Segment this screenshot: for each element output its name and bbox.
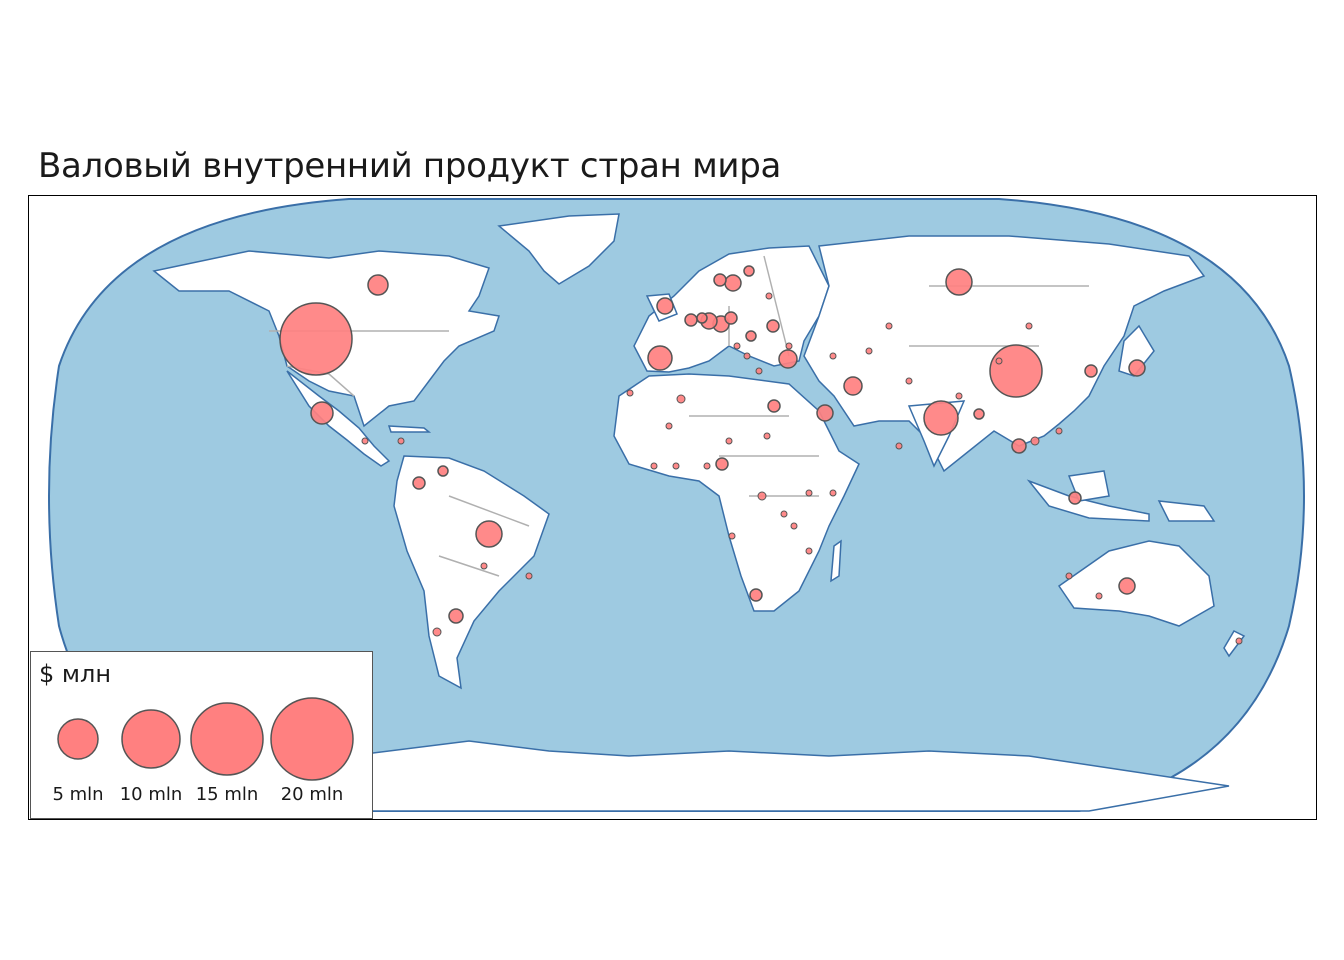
gdp-bubble [767, 399, 781, 413]
gdp-bubble [1235, 637, 1243, 645]
gdp-bubble [1118, 577, 1136, 595]
gdp-bubble [684, 313, 698, 327]
gdp-bubble [1030, 436, 1040, 446]
gdp-bubble [665, 422, 673, 430]
gdp-bubble [743, 352, 751, 360]
gdp-bubble [785, 342, 793, 350]
gdp-bubble [816, 404, 834, 422]
legend-label-15: 15 mln [195, 784, 259, 805]
gdp-bubble [713, 273, 727, 287]
gdp-bubble [647, 345, 673, 371]
gdp-bubble [766, 319, 780, 333]
gdp-bubble [733, 342, 741, 350]
land-caribbean [387, 425, 432, 433]
gdp-bubble [765, 292, 773, 300]
gdp-bubble [778, 349, 798, 369]
gdp-bubble [626, 389, 634, 397]
land-madagascar [830, 539, 842, 583]
gdp-bubble [763, 432, 771, 440]
gdp-bubble [923, 400, 959, 436]
legend-bubble-15 [190, 702, 264, 776]
land-europe [633, 245, 830, 373]
gdp-bubble [672, 462, 680, 470]
gdp-bubble [755, 367, 763, 375]
gdp-bubble [724, 274, 742, 292]
gdp-bubble [805, 547, 813, 555]
land-africa [613, 373, 860, 612]
gdp-bubble [843, 376, 863, 396]
gdp-bubble [829, 352, 837, 360]
land-antarctica [88, 740, 1230, 812]
land-masses [88, 213, 1246, 812]
gdp-bubble [475, 520, 503, 548]
map-title: Валовый внутренний продукт стран мира [38, 146, 782, 186]
gdp-bubble [1065, 572, 1073, 580]
gdp-bubble [480, 562, 488, 570]
legend-title: $ млн [39, 660, 112, 688]
gdp-bubble [1068, 491, 1082, 505]
gdp-bubble [1011, 438, 1027, 454]
gdp-bubble [945, 268, 973, 296]
gdp-bubble [757, 491, 767, 501]
land-new-guinea [1157, 500, 1216, 522]
gdp-bubble [397, 437, 405, 445]
gdp-bubble [650, 462, 658, 470]
gdp-bubble [955, 392, 963, 400]
gdp-bubble [412, 476, 426, 490]
gdp-bubble [1095, 592, 1103, 600]
gdp-bubble [676, 394, 686, 404]
gdp-bubble [780, 510, 788, 518]
gdp-bubble [829, 489, 837, 497]
gdp-bubble [310, 401, 334, 425]
gdp-bubble [743, 265, 755, 277]
legend-label-5: 5 mln [52, 784, 104, 805]
gdp-bubble [432, 627, 442, 637]
legend-label-10: 10 mln [119, 784, 183, 805]
gdp-bubble [361, 437, 369, 445]
gdp-bubble [805, 489, 813, 497]
gdp-bubble [749, 588, 763, 602]
legend-box: $ млн 5 mln 10 mln 15 mln 20 mln [30, 651, 373, 819]
land-south-america [393, 455, 550, 690]
gdp-bubble [525, 572, 533, 580]
gdp-bubble [728, 532, 736, 540]
gdp-bubble [448, 608, 464, 624]
land-new-zealand [1223, 630, 1246, 658]
legend-bubble-5 [57, 718, 99, 760]
gdp-bubble [989, 344, 1043, 398]
land-greenland [497, 213, 620, 285]
legend-symbols [57, 697, 354, 781]
gdp-bubble [1084, 364, 1098, 378]
gdp-bubble [437, 465, 449, 477]
gdp-bubble [895, 442, 903, 450]
gdp-bubble [703, 462, 711, 470]
gdp-bubble [885, 322, 893, 330]
gdp-bubble [656, 297, 674, 315]
gdp-bubbles [279, 265, 1243, 645]
gdp-bubble [1055, 427, 1063, 435]
gdp-bubble [905, 377, 913, 385]
gdp-bubble [279, 302, 353, 376]
gdp-bubble [790, 522, 798, 530]
gdp-bubble [696, 312, 708, 324]
gdp-bubble [973, 408, 985, 420]
legend-bubble-10 [121, 709, 181, 769]
land-australia [1057, 540, 1215, 627]
gdp-bubble [715, 457, 729, 471]
legend-label-20: 20 mln [280, 784, 344, 805]
gdp-bubble [725, 437, 733, 445]
gdp-bubble [995, 357, 1003, 365]
gdp-bubble [1128, 359, 1146, 377]
legend-bubble-20 [270, 697, 354, 781]
gdp-bubble [724, 311, 738, 325]
gdp-bubble [865, 347, 873, 355]
gdp-bubble [367, 274, 389, 296]
gdp-bubble [745, 330, 757, 342]
gdp-bubble [1025, 322, 1033, 330]
